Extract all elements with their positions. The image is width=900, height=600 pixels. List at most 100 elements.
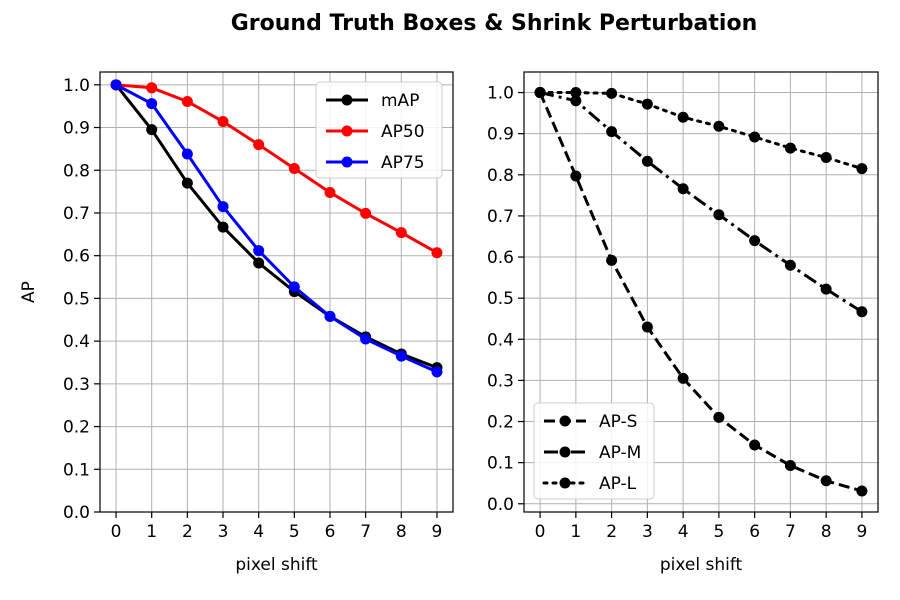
x-tick-label: 4 — [253, 522, 264, 542]
left-panel-ap-by-iou: 0 1 2 3 4 5 6 7 8 9 0.0 0.1 0.2 0.3 0.4 0.5 0.6 0.7 0.8 0.9… — [19, 71, 454, 575]
y-tick-label: 0.2 — [63, 418, 90, 438]
y-tick-label: 0.0 — [487, 495, 514, 515]
y-tick-label: 0.5 — [63, 289, 90, 309]
data-point-ap-s — [713, 411, 725, 423]
data-point-ap75 — [181, 148, 193, 160]
data-point-ap-m — [570, 95, 582, 107]
data-point-ap-l — [856, 163, 868, 175]
y-tick-label: 0.6 — [63, 247, 90, 267]
x-tick-label: 9 — [432, 522, 443, 542]
y-tick-label: 0.7 — [487, 207, 514, 227]
y-tick-label: 0.7 — [63, 204, 90, 224]
y-tick-label: 0.4 — [487, 330, 514, 350]
legend-box — [315, 81, 443, 179]
data-point-ap75 — [288, 281, 300, 293]
data-point-ap75 — [324, 310, 336, 322]
figure-title: Ground Truth Boxes & Shrink Perturbation — [231, 11, 758, 36]
series-line-ap-s — [538, 91, 863, 493]
data-point-ap50 — [431, 247, 443, 259]
axes-frame — [99, 71, 454, 513]
legend-label-ap75: AP75 — [381, 153, 425, 173]
data-point-map — [181, 177, 193, 189]
legend: AP-S AP-M AP-L — [533, 402, 655, 500]
legend-marker-ap-l — [559, 477, 571, 489]
series-line-map — [114, 83, 438, 370]
y-tick-label: 1.0 — [487, 84, 514, 104]
legend-marker-ap-m — [559, 446, 571, 458]
legend-marker-map — [341, 94, 353, 106]
data-point-ap-s — [641, 321, 653, 333]
y-tick-label: 0.8 — [63, 161, 90, 181]
data-point-ap75 — [217, 201, 229, 213]
y-tick-label: 1.0 — [63, 76, 90, 96]
data-point-ap-m — [677, 183, 689, 195]
data-point-ap-s — [606, 254, 618, 266]
legend-label-map: mAP — [381, 91, 419, 111]
x-tick-label: 1 — [570, 522, 581, 542]
data-point-map — [217, 221, 229, 233]
y-axis-label: AP — [19, 281, 39, 303]
x-tick-label: 3 — [218, 522, 229, 542]
x-tick-label: 0 — [111, 522, 122, 542]
data-point-ap-l — [784, 142, 796, 154]
data-point-ap50 — [181, 95, 193, 107]
data-point-ap50 — [395, 227, 407, 239]
series-line-ap-m — [539, 91, 863, 314]
y-tick-label: 0.9 — [63, 119, 90, 139]
x-axis-label: pixel shift — [235, 555, 318, 575]
legend-marker-ap50 — [341, 125, 353, 137]
data-point-ap-s — [784, 460, 796, 472]
data-point-ap50 — [324, 186, 336, 198]
x-tick-label: 9 — [856, 522, 867, 542]
x-tick-label: 1 — [146, 522, 157, 542]
data-point-ap-l — [570, 87, 582, 99]
y-tick-label: 0.9 — [487, 125, 514, 145]
y-tick-label: 0.2 — [487, 413, 514, 433]
data-point-ap-l — [820, 152, 832, 164]
data-point-ap75 — [395, 350, 407, 362]
y-tick-label: 0.3 — [487, 371, 514, 391]
x-tick-label: 0 — [535, 522, 546, 542]
series-line-ap50 — [115, 83, 438, 255]
data-point-ap-s — [820, 475, 832, 487]
x-tick-label: 5 — [713, 522, 724, 542]
y-tick-label: 0.3 — [63, 375, 90, 395]
data-point-ap-s — [570, 170, 582, 182]
data-point-ap-l — [534, 87, 546, 99]
y-tick-label: 0.1 — [487, 454, 514, 474]
y-tick-label: 0.1 — [63, 460, 90, 480]
x-tick-label: 3 — [642, 522, 653, 542]
x-tick-label: 8 — [396, 522, 407, 542]
legend: mAP AP50 AP75 — [315, 81, 443, 179]
x-axis-label: pixel shift — [660, 555, 743, 575]
y-tick-label: 0.4 — [63, 332, 90, 352]
data-point-ap-l — [677, 111, 689, 123]
data-point-ap-m — [606, 126, 618, 138]
data-point-ap-l — [606, 87, 618, 99]
legend-label-ap50: AP50 — [381, 122, 425, 142]
data-point-ap50 — [288, 163, 300, 175]
data-point-ap-l — [749, 131, 761, 143]
y-tick-label: 0.5 — [487, 289, 514, 309]
x-tick-label: 5 — [289, 522, 300, 542]
legend-label-ap-s: AP-S — [599, 412, 637, 432]
y-tick-label: 0.0 — [63, 503, 90, 523]
data-point-map — [146, 124, 158, 136]
data-point-ap-s — [677, 372, 689, 384]
x-tick-label: 7 — [785, 522, 796, 542]
legend-marker-ap-s — [559, 415, 571, 427]
x-tick-label: 2 — [606, 522, 617, 542]
axes-frame — [523, 71, 879, 513]
right-panel-ap-by-size: 0 1 2 3 4 5 6 7 8 9 0.0 0.1 0.2 0.3 0.4 0.5 0.6 0.7 0.8 0.9… — [487, 71, 879, 575]
data-point-ap-m — [784, 259, 796, 271]
data-point-ap-m — [749, 235, 761, 247]
data-point-ap-s — [749, 439, 761, 451]
data-point-ap-m — [713, 209, 725, 221]
data-point-ap75 — [360, 333, 372, 345]
legend-label-ap-m: AP-M — [599, 443, 641, 463]
data-point-ap-m — [856, 306, 868, 318]
series-line-ap-l — [538, 91, 864, 171]
data-point-ap75 — [146, 98, 158, 110]
legend-marker-ap75 — [341, 156, 353, 168]
